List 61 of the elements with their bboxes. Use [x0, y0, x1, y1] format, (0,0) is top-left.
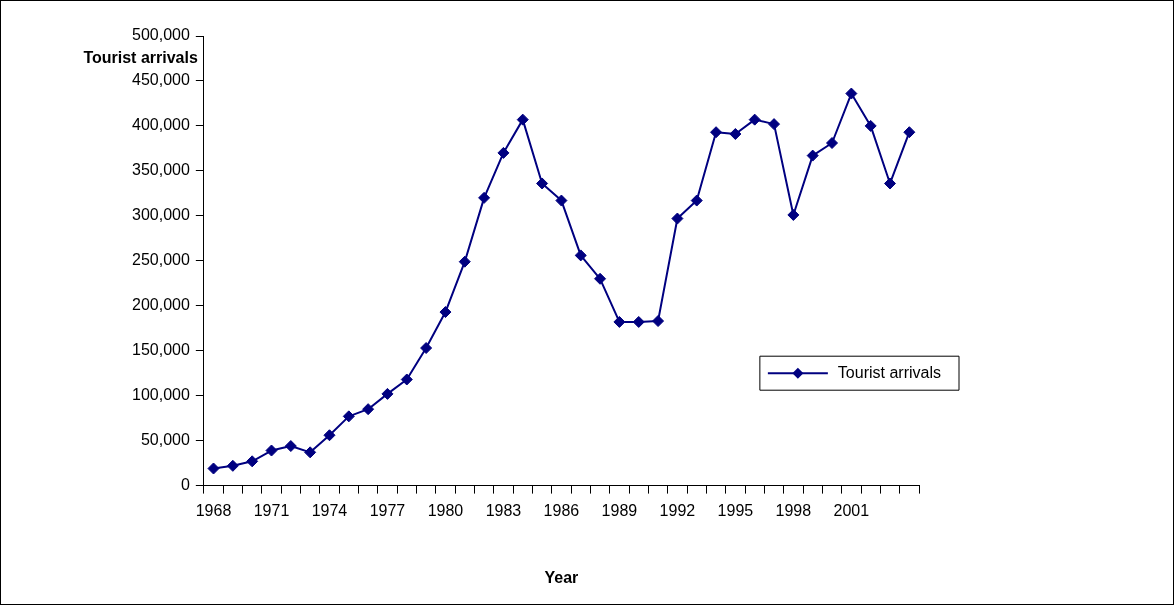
- point: [826, 137, 839, 150]
- point: [226, 459, 239, 472]
- point: [284, 440, 297, 453]
- x-tick-label: 1998: [775, 501, 812, 519]
- y-tick-label: 300,000: [131, 206, 190, 224]
- point: [574, 249, 587, 262]
- point: [323, 429, 336, 442]
- legend-label: Tourist arrivals: [837, 363, 942, 381]
- point: [439, 306, 452, 319]
- y-tick-label: 350,000: [131, 161, 190, 179]
- point: [555, 194, 568, 207]
- x-tick-label: 2001: [833, 501, 870, 519]
- point: [710, 126, 723, 139]
- point: [265, 444, 278, 457]
- y-tick-label: 250,000: [131, 251, 190, 269]
- point: [903, 126, 916, 139]
- x-tick-label: 1971: [253, 501, 290, 519]
- point: [748, 113, 761, 126]
- point: [516, 113, 529, 126]
- point: [864, 119, 877, 132]
- point: [497, 146, 510, 159]
- point: [884, 177, 897, 190]
- x-tick-label: 1992: [659, 501, 696, 519]
- point: [671, 212, 684, 225]
- point: [806, 149, 819, 162]
- x-tick-label: 1977: [369, 501, 406, 519]
- point: [652, 315, 665, 328]
- y-axis-title: Tourist arrivals: [83, 48, 198, 66]
- y-tick-label: 100,000: [131, 386, 190, 404]
- point: [342, 410, 355, 423]
- x-tick-label: 1989: [601, 501, 638, 519]
- point: [478, 191, 491, 204]
- x-tick-label: 1986: [543, 501, 580, 519]
- y-tick-label: 200,000: [131, 296, 190, 314]
- point: [246, 455, 259, 468]
- point: [304, 446, 317, 459]
- x-tick-label: 1974: [311, 501, 348, 519]
- point: [690, 194, 703, 207]
- point: [594, 272, 607, 285]
- x-tick-label: 1995: [717, 501, 754, 519]
- point: [381, 387, 394, 400]
- x-tick-label: 1983: [485, 501, 522, 519]
- x-tick-label: 1968: [195, 501, 232, 519]
- y-tick-label: 400,000: [131, 116, 190, 134]
- point: [845, 87, 858, 100]
- y-tick-label: 500,000: [131, 26, 190, 44]
- point: [458, 255, 471, 268]
- point: [787, 208, 800, 221]
- point: [362, 403, 375, 416]
- point: [207, 462, 220, 475]
- point: [420, 342, 433, 355]
- point: [768, 118, 781, 131]
- y-tick-label: 50,000: [140, 431, 190, 449]
- y-tick-label: 450,000: [131, 71, 190, 89]
- x-tick-label: 1980: [427, 501, 464, 519]
- x-axis-title: Year: [544, 568, 579, 586]
- point: [536, 177, 549, 190]
- y-tick-label: 0: [180, 476, 190, 494]
- point: [729, 128, 742, 141]
- y-tick-label: 150,000: [131, 341, 190, 359]
- point: [400, 373, 413, 386]
